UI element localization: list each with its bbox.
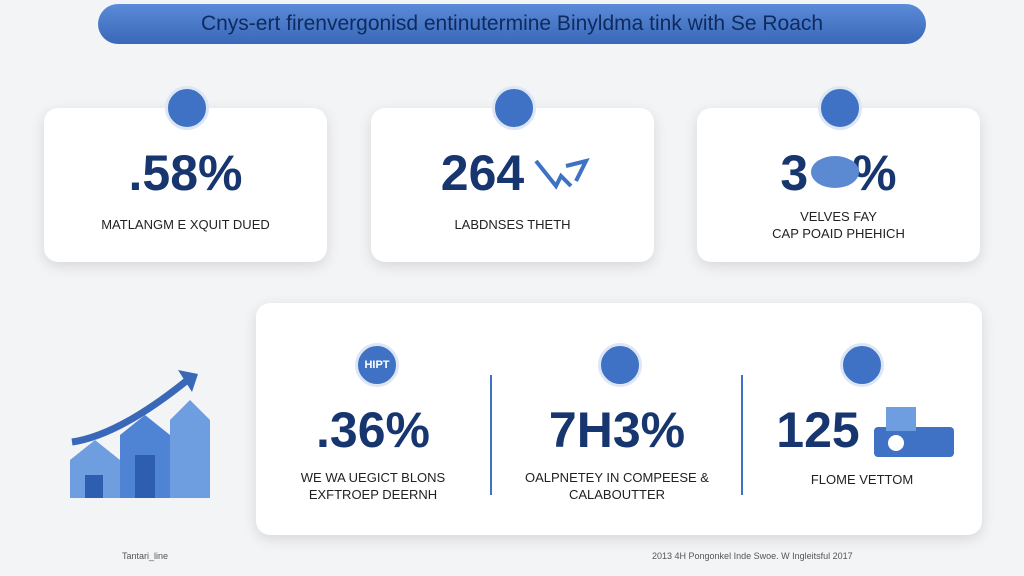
label-line: WE WA UEGICT BLONS	[300, 470, 446, 485]
stat-value: 125	[776, 402, 860, 458]
machine-icon	[874, 407, 954, 457]
cloud-icon	[811, 156, 859, 188]
stat-value: .58%	[128, 145, 243, 201]
stat-value: .36%	[316, 402, 430, 458]
stat-card: 3% VELVES FAY CAP POAID PHEHICH	[697, 108, 980, 262]
stat-label: MATLANGM E XQUIT DUED	[101, 217, 270, 232]
label-line: VELVES FAY	[800, 209, 877, 224]
stat-value: 7H3%	[548, 402, 686, 458]
title-banner: Cnys-ert firenvergonisd entinutermine Bi…	[98, 4, 926, 44]
stat-card: 264 LABDNSES THETH	[371, 108, 654, 262]
icon-text: HIPT	[364, 359, 390, 371]
stat-label: WE WA UEGICT BLONS EXFTROEP DEERNH	[256, 469, 490, 503]
summary-panel: HIPT .36% WE WA UEGICT BLONS EXFTROEP DEE…	[256, 303, 982, 535]
stat-label: OALPNETEY IN COMPEESE & CALABOUTTER	[492, 469, 742, 503]
stat-label: FLOME VETTOM	[810, 472, 914, 487]
divider	[741, 375, 743, 495]
icon	[165, 86, 209, 130]
label-line: CALABOUTTER	[568, 487, 666, 502]
arrow-icon	[534, 158, 590, 190]
label-line: EXFTROEP DEERNH	[308, 487, 438, 502]
divider	[490, 375, 492, 495]
title: Cnys-ert firenvergonisd entinutermine Bi…	[200, 12, 824, 35]
growth-graphic	[70, 370, 210, 498]
footer-right: 2013 4H Pongonkel Inde Swoe. W Ingleitsf…	[652, 551, 853, 561]
label-line: OALPNETEY IN COMPEESE &	[525, 470, 709, 485]
icon	[492, 86, 536, 130]
footer-left: Tantari_line	[122, 551, 169, 561]
stat-value: 264	[440, 145, 525, 201]
label-line: CAP POAID PHEHICH	[772, 226, 905, 241]
stat-label: LABDNSES THETH	[454, 217, 571, 232]
icon	[598, 343, 642, 387]
stat-label: VELVES FAY CAP POAID PHEHICH	[697, 208, 980, 242]
stat-card: .58% MATLANGM E XQUIT DUED	[44, 108, 327, 262]
icon	[818, 86, 862, 130]
icon	[840, 343, 884, 387]
icon: HIPT	[355, 343, 399, 387]
